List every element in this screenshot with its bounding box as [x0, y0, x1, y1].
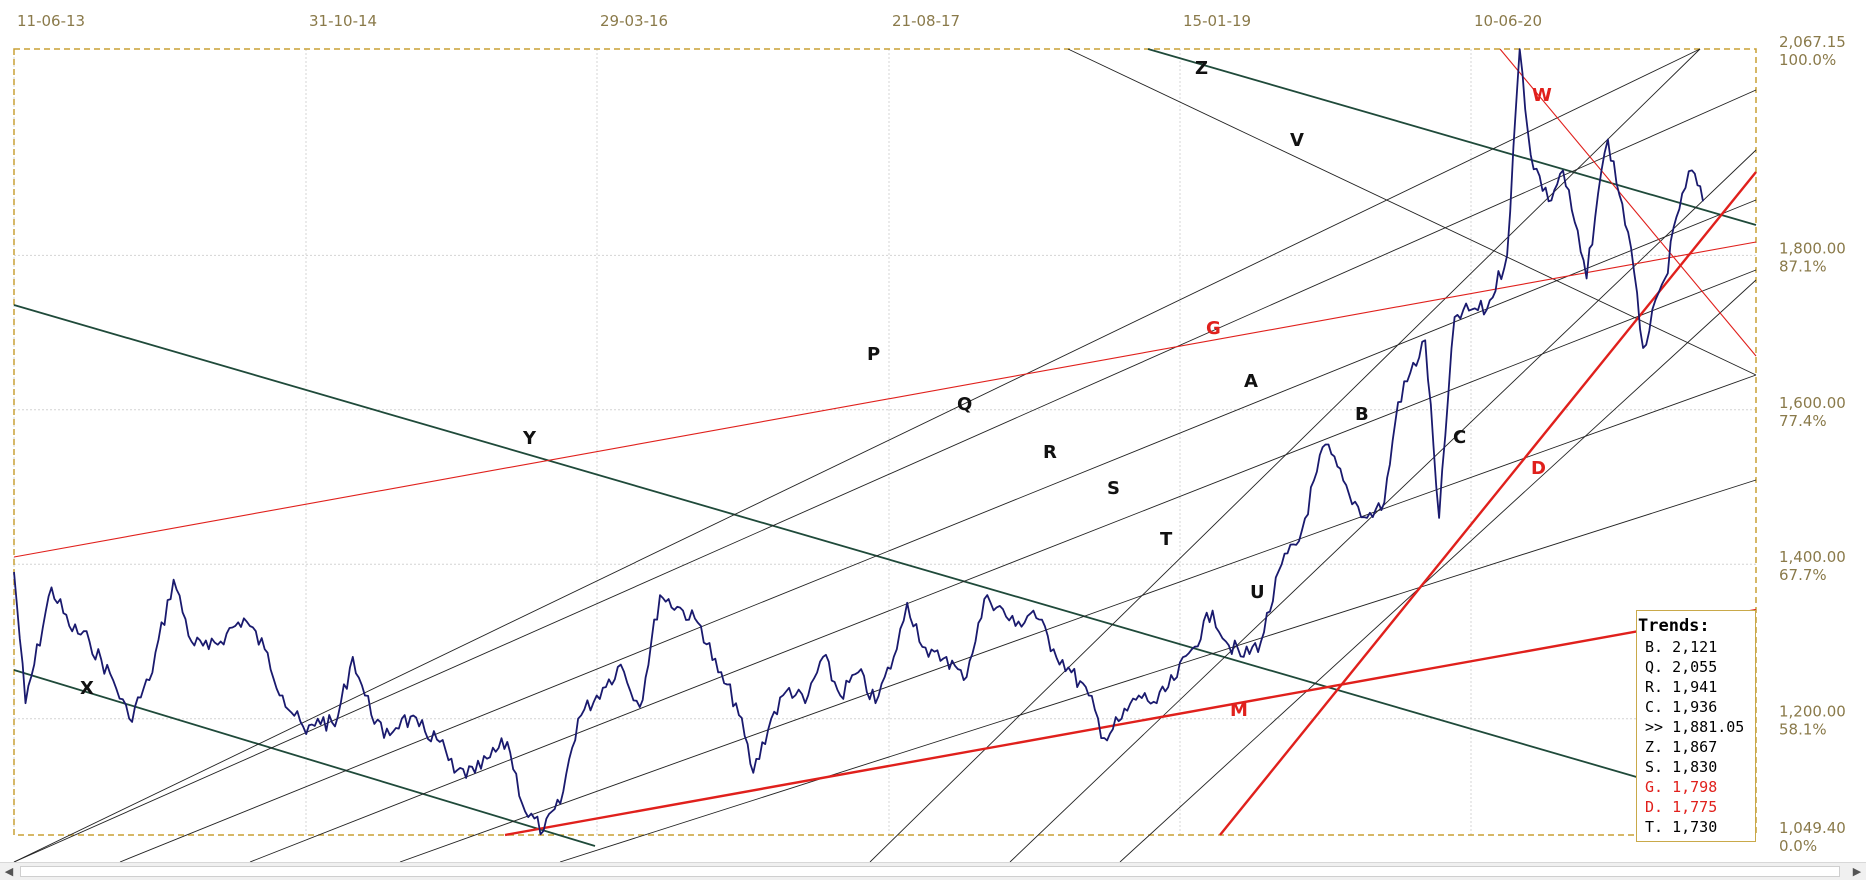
- trend-row: B. 2,121: [1645, 638, 1718, 656]
- trends-rows: B. 2,121 Q. 2,055 R. 1,941 C. 1,936 >> 1,881…: [1637, 637, 1755, 837]
- y-tick-price-label: 1,400.00: [1779, 548, 1846, 566]
- plot-frame: [13, 48, 1757, 836]
- y-tick-price-label: 1,800.00: [1779, 239, 1846, 257]
- trend-row: R. 1,941: [1645, 678, 1718, 696]
- y-tick-percent-label: 77.4%: [1779, 412, 1827, 430]
- trend-row: >> 1,881.05: [1645, 718, 1745, 736]
- trend-label-w: W: [1532, 85, 1552, 106]
- scroll-left-arrow-icon[interactable]: ◀: [4, 865, 14, 878]
- trend-label-d: D: [1531, 458, 1546, 479]
- trend-row: Z. 1,867: [1645, 738, 1718, 756]
- trend-line-labels: Y X Z V P Q R S T U A B C G M D W: [80, 58, 1552, 721]
- trends-legend: Trends: B. 2,121 Q. 2,055 R. 1,941 C. 1,936…: [1636, 610, 1756, 842]
- trend-row: Q. 2,055: [1645, 658, 1718, 676]
- y-tick-price-label: 1,600.00: [1779, 394, 1846, 412]
- trend-label-v: V: [1290, 130, 1304, 151]
- trend-label-c: C: [1453, 427, 1466, 448]
- trend-row: C. 1,936: [1645, 698, 1718, 716]
- price-chart: 11-06-13 31-10-14 29-03-16 21-08-17 15-01-19…: [13, 12, 1846, 862]
- x-tick-label: 15-01-19: [1183, 12, 1251, 30]
- trend-label-g: G: [1206, 318, 1221, 339]
- trend-label-b: B: [1355, 404, 1369, 425]
- trend-label-z: Z: [1195, 58, 1208, 79]
- x-tick-label: 29-03-16: [600, 12, 668, 30]
- trend-label-q: Q: [957, 394, 972, 415]
- trend-line-p: [13, 48, 1701, 862]
- trend-label-u: U: [1250, 582, 1265, 603]
- trend-row: G. 1,798: [1645, 778, 1718, 796]
- trend-line-v: [1067, 48, 1757, 376]
- trend-line-z: [1147, 48, 1757, 226]
- y-tick-percent-label: 58.1%: [1779, 721, 1827, 739]
- trend-label-p: P: [867, 344, 880, 365]
- trend-line-q: [13, 89, 1757, 862]
- scroll-right-arrow-icon[interactable]: ▶: [1852, 865, 1862, 878]
- trend-line-t: [399, 374, 1757, 862]
- x-tick-label: 21-08-17: [892, 12, 960, 30]
- y-tick-percent-label: 87.1%: [1779, 257, 1827, 275]
- trend-line-d: [1219, 171, 1757, 836]
- trend-label-r: R: [1043, 442, 1057, 463]
- trend-line-x: [13, 669, 596, 847]
- y-tick-percent-label: 0.0%: [1779, 837, 1817, 855]
- trends-title: Trends:: [1638, 616, 1710, 636]
- trend-line-r: [119, 199, 1757, 862]
- trend-label-a: A: [1244, 371, 1258, 392]
- y-tick-price-label: 1,200.00: [1779, 703, 1846, 721]
- trend-label-m: M: [1230, 700, 1248, 721]
- horizontal-scrollbar[interactable]: ◀ ▶: [0, 862, 1866, 880]
- trend-label-y: Y: [522, 428, 537, 449]
- trend-label-s: S: [1107, 478, 1120, 499]
- trend-line-a: [869, 48, 1701, 862]
- trend-row: D. 1,775: [1645, 798, 1718, 816]
- trend-line-s: [249, 269, 1757, 862]
- scrollbar-thumb[interactable]: [20, 866, 1840, 877]
- trend-label-x: X: [80, 678, 94, 699]
- trend-row: T. 1,730: [1645, 818, 1718, 836]
- y-tick-price-label: 1,049.40: [1779, 819, 1846, 837]
- trend-lines: [13, 48, 1757, 862]
- trend-line-w: [1499, 48, 1757, 357]
- trend-line-g: [13, 241, 1757, 558]
- x-axis-labels: 11-06-13 31-10-14 29-03-16 21-08-17 15-01-19…: [17, 12, 1542, 30]
- y-tick-percent-label: 67.7%: [1779, 566, 1827, 584]
- trend-line-m: [504, 608, 1757, 837]
- y-tick-price-label: 2,067.15: [1779, 33, 1846, 51]
- y-tick-percent-label: 100.0%: [1779, 51, 1836, 69]
- x-tick-label: 31-10-14: [309, 12, 377, 30]
- x-tick-label: 11-06-13: [17, 12, 85, 30]
- trend-line-u: [559, 479, 1757, 862]
- price-series-line: [13, 48, 1704, 836]
- trend-label-t: T: [1160, 529, 1173, 550]
- trend-line-y: [13, 304, 1641, 779]
- trend-row: S. 1,830: [1645, 758, 1718, 776]
- trend-line-c: [1119, 279, 1757, 862]
- x-tick-label: 10-06-20: [1474, 12, 1542, 30]
